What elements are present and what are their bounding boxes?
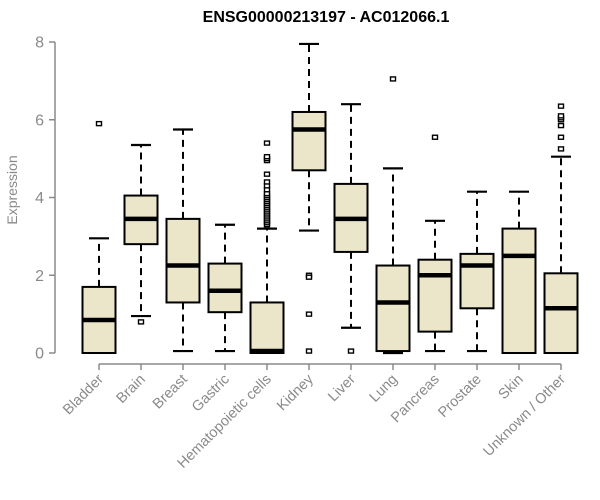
x-axis-label: Skin [496, 372, 527, 403]
boxplot-pancreas [417, 134, 453, 353]
boxplot-skin [501, 190, 537, 355]
iqr-box [375, 264, 411, 353]
outlier-point [557, 103, 565, 109]
outlier-point [347, 348, 355, 354]
outlier-point [431, 134, 439, 140]
y-axis-label: Expression [4, 155, 20, 224]
iqr-box [291, 110, 327, 172]
chart-title: ENSG00000213197 - AC012066.1 [203, 9, 450, 26]
boxplot-bladder [81, 120, 117, 355]
iqr-box [543, 272, 579, 354]
boxplot-hematopoietic-cells [249, 140, 285, 354]
boxplot-unknown-other [543, 103, 579, 354]
x-axis-label: Brain [114, 372, 149, 407]
outlier-point [305, 274, 313, 280]
x-axis-label: Breast [150, 372, 191, 413]
boxplot-liver [333, 103, 369, 354]
boxplot-gastric [207, 223, 243, 353]
boxplot-lung [375, 76, 411, 355]
outlier-point [95, 120, 103, 127]
outlier-point [263, 179, 271, 185]
iqr-box [207, 262, 243, 314]
y-axis-tick-label: 4 [35, 190, 44, 207]
outlier-point [557, 113, 565, 119]
y-axis-tick-label: 8 [35, 35, 44, 52]
iqr-box [249, 301, 285, 354]
x-axis-label: Liver [325, 371, 359, 405]
y-axis-tick-label: 0 [35, 346, 44, 363]
x-axis-label: Kidney [274, 371, 317, 414]
outlier-point [389, 76, 397, 82]
outlier-point [263, 153, 271, 160]
outlier-point [137, 319, 145, 325]
iqr-box [501, 227, 537, 355]
outlier-point [557, 134, 565, 140]
y-axis-tick-label: 2 [35, 268, 44, 285]
x-axis-label: Lung [367, 372, 401, 406]
outlier-point [263, 171, 271, 177]
outlier-point [305, 348, 313, 354]
x-axis-label: Bladder [60, 371, 107, 418]
outlier-point [557, 122, 565, 129]
boxplot-brain [123, 143, 159, 325]
outlier-point [557, 146, 565, 152]
boxplot-kidney [291, 42, 327, 354]
x-axis-label: Prostate [435, 372, 484, 421]
outlier-point [263, 140, 271, 146]
outlier-point [305, 311, 313, 317]
iqr-box [165, 217, 201, 304]
boxplot-breast [165, 128, 201, 353]
y-axis-tick-label: 6 [35, 112, 44, 129]
boxplot-prostate [459, 190, 495, 353]
iqr-box [459, 252, 495, 310]
iqr-box [417, 258, 453, 333]
